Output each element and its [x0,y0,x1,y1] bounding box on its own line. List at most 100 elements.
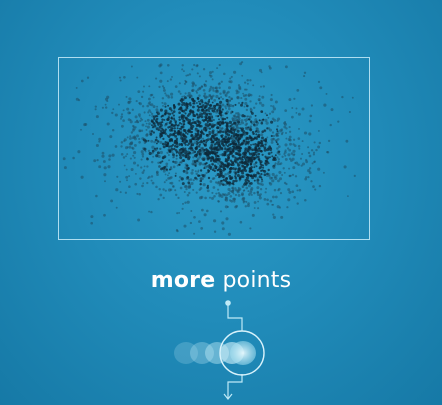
scatter-point [270,120,274,124]
scatter-point [244,160,247,164]
scatter-point [201,174,205,178]
scatter-point [219,165,222,169]
scatter-point [297,163,300,166]
scatter-point [296,202,299,205]
scatter-point [253,120,256,124]
scatter-point [159,79,163,83]
scatter-point [90,221,94,225]
scatter-point [233,200,236,203]
scatter-point [174,124,177,127]
scatter-point [314,188,317,191]
scatter-point [241,197,245,201]
scatter-point [203,111,207,115]
scatter-point [274,162,277,165]
scatter-point [200,227,204,230]
scatter-point [123,139,126,143]
scatter-point [181,140,184,143]
scatter-point [170,109,173,112]
scatter-point [200,129,203,132]
scatter-point [263,129,266,132]
scatter-point [164,189,167,192]
scatter-point [161,120,164,124]
scatter-point [63,166,67,170]
scatter-point [279,192,283,195]
scatter-point [276,205,280,209]
scatter-point [256,155,259,159]
scatter-point [168,140,171,143]
scatter-point [152,131,155,134]
scatter-point [211,101,214,104]
scatter-point [186,105,189,108]
scatter-point [164,173,167,176]
scatter-point [325,92,328,95]
scatter-point [122,109,125,112]
scatter-point [96,158,99,162]
scatter-point [283,121,286,125]
scatter-point [249,100,252,103]
scatter-point [159,150,163,155]
scatter-point [130,167,134,172]
scatter-point [274,154,277,157]
scatter-point [187,142,191,145]
scatter-point [129,141,133,146]
scatter-point [278,187,281,191]
scatter-point [141,105,145,108]
scatter-point [294,175,298,178]
scatter-point [226,138,229,141]
scatter-point [303,131,308,135]
scatter-point [248,115,252,119]
scatter-point [221,114,224,117]
scatter-point [253,201,257,204]
scatter-point [237,84,241,87]
scatter-point [237,167,241,171]
scatter-point [227,232,231,236]
scatter-point [169,78,173,81]
scatter-point [203,84,207,88]
scatter-point [207,100,211,103]
scatter-point [222,178,226,182]
scatter-point [182,150,185,154]
scatter-point [199,134,203,138]
scatter-point [162,166,166,170]
scatter-point [178,175,182,179]
scatter-point [141,118,144,121]
scatter-point [118,103,120,106]
scatter-point [127,111,131,115]
scatter-point [134,182,138,186]
scatter-point [200,177,204,181]
scatter-point [271,203,274,206]
scatter-point [275,141,278,144]
scatter-point [219,92,222,95]
scatter-point [119,79,122,82]
scatter-point [337,120,340,123]
scatter-point [158,165,161,168]
scatter-point [235,146,239,150]
scatter-point [258,119,261,122]
scatter-point [184,116,187,120]
scatter-point [191,89,194,92]
scatter-point [313,160,316,164]
scatter-point [170,116,173,119]
scatter-point [148,85,151,88]
scatter-point [233,197,237,201]
scatter-point [312,185,315,188]
scatter-point [221,174,225,178]
scatter-point [255,154,258,157]
scatter-point [189,178,193,181]
scatter-point [262,85,266,88]
scatter-point [139,119,142,123]
scatter-point [145,133,149,137]
scatter-point [277,132,280,135]
scatter-point [187,129,191,133]
scatter-point [247,94,251,98]
scatter-point [167,94,170,97]
scatter-point [254,149,258,154]
scatter-point [126,136,129,139]
scatter-point [253,162,257,166]
scatter-point [304,198,307,202]
scatter-point [170,128,174,132]
scatter-point [168,159,171,162]
scatter-point [213,143,217,146]
scatter-point [288,167,291,170]
scatter-point [288,126,291,129]
